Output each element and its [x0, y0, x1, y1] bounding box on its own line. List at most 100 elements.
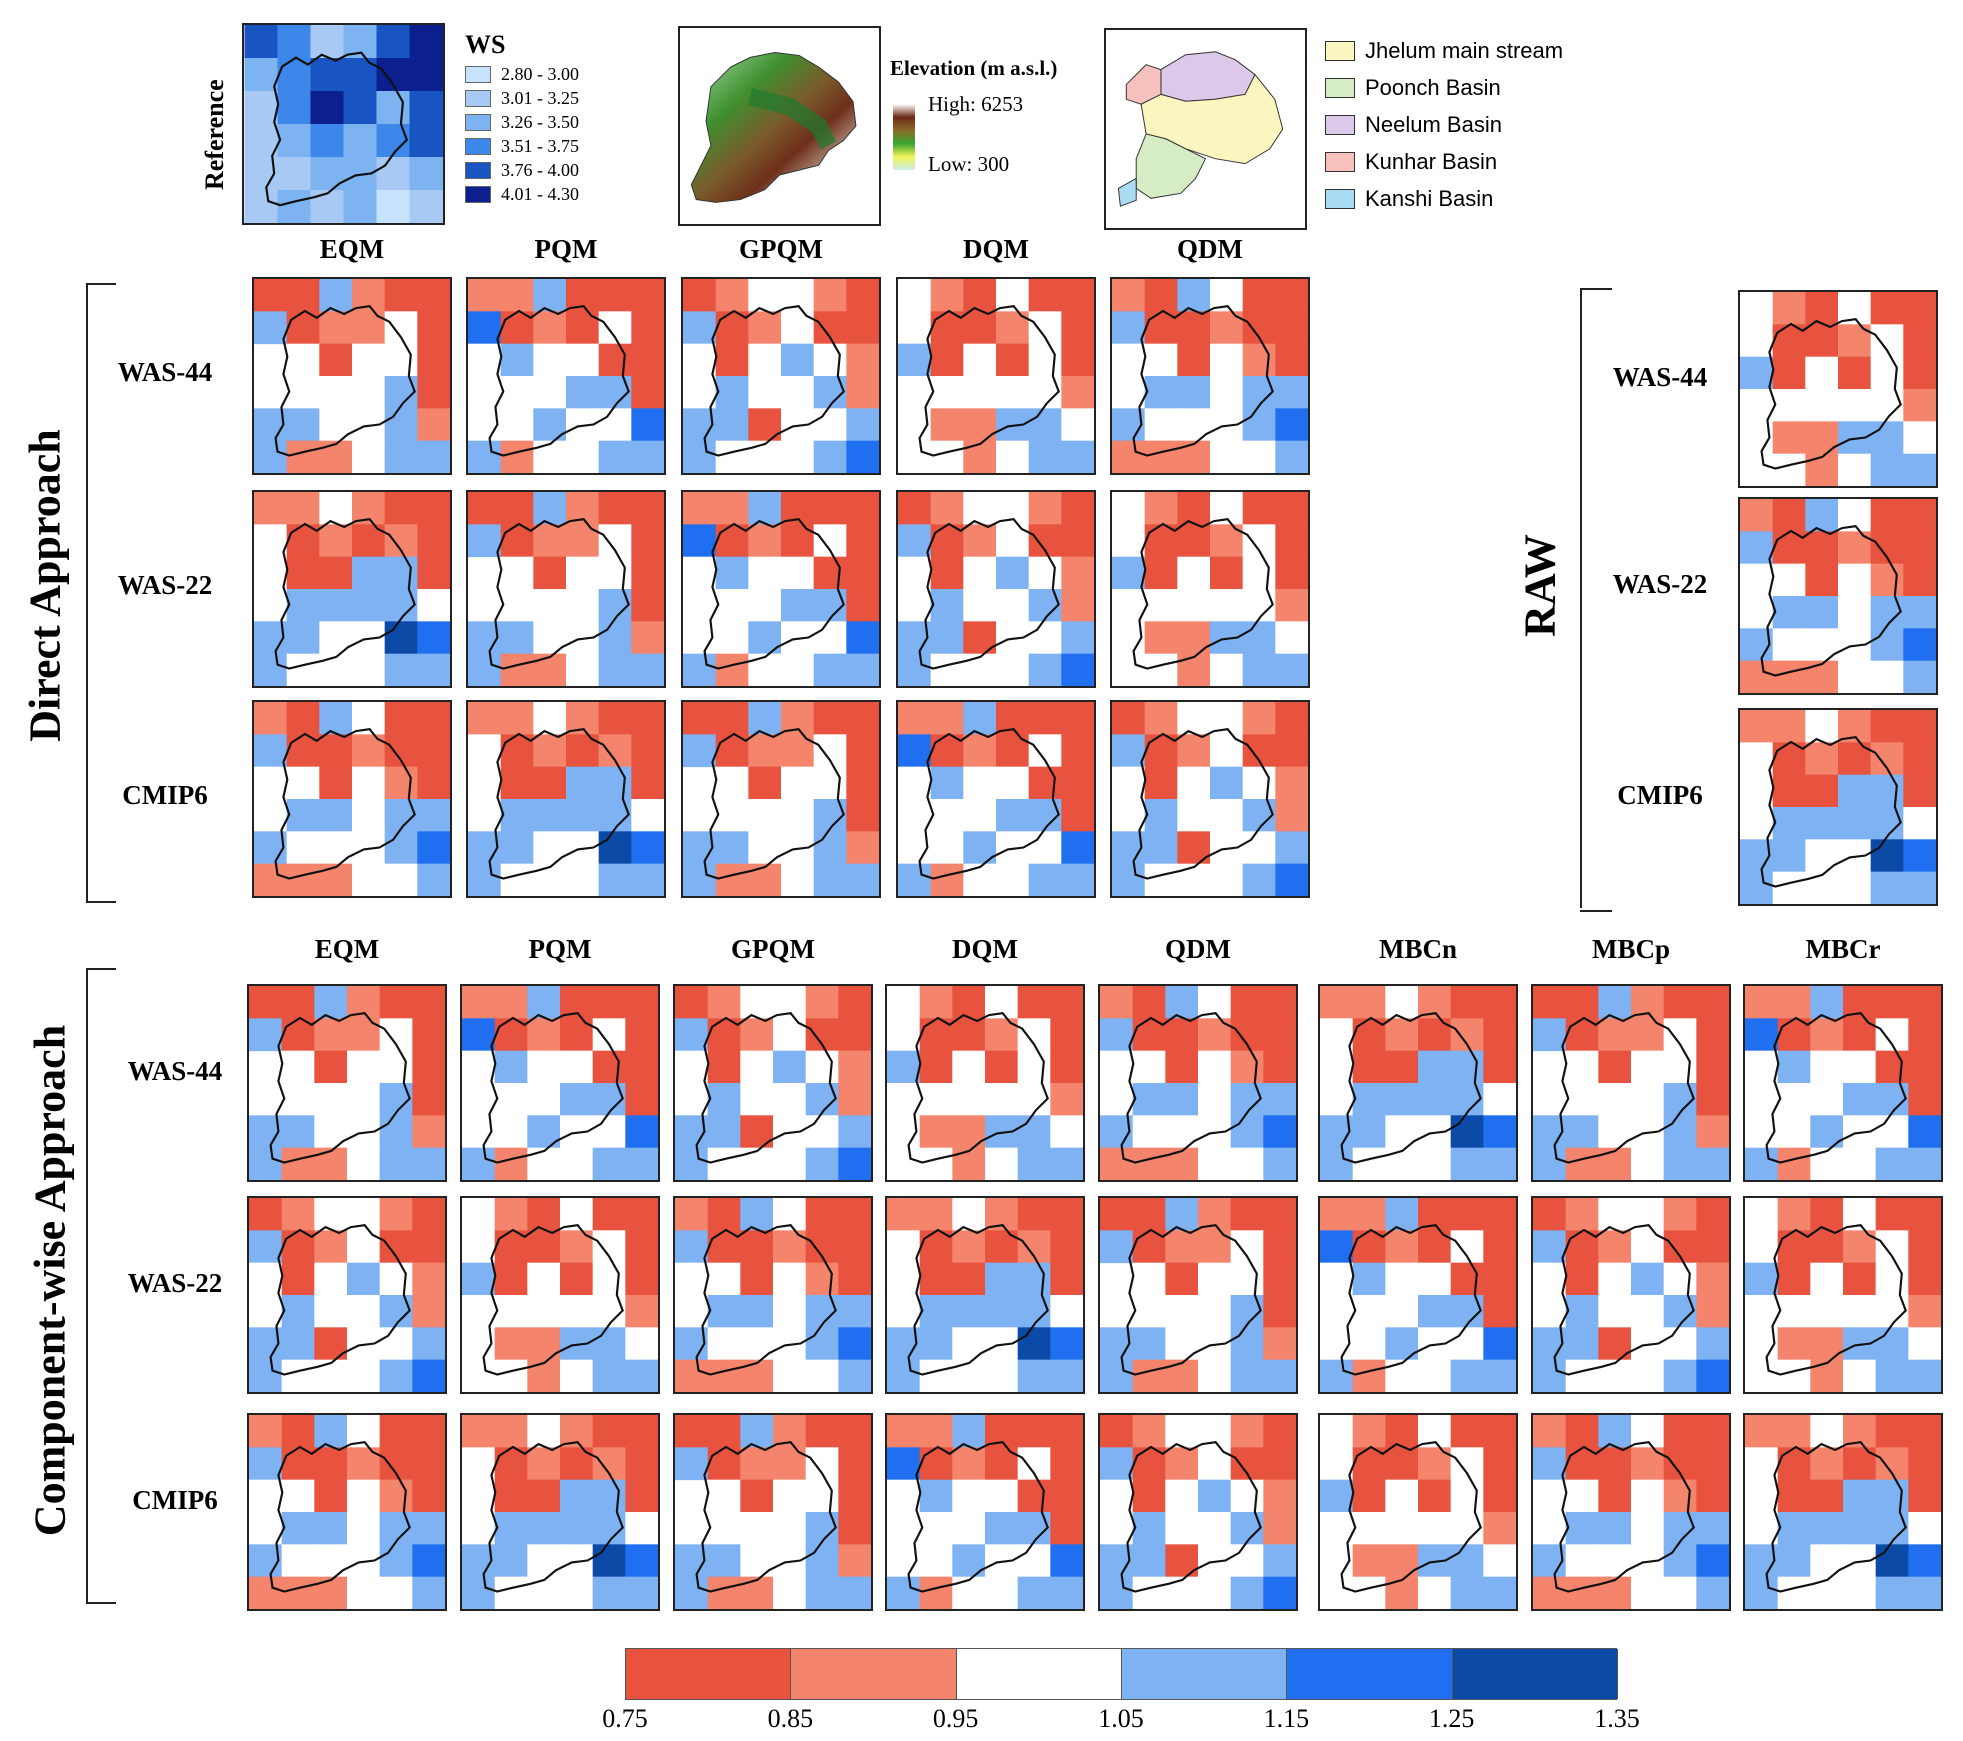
raw-panel-cell [1903, 839, 1936, 873]
component-panel-mbcp-cell [1533, 1359, 1567, 1392]
component-panel-eqm-cell [281, 1576, 315, 1609]
direct-panel-gpqm-cell [748, 556, 782, 590]
component-panel-gpqm-cell [805, 1479, 839, 1513]
direct-panel-eqm-cell [417, 799, 450, 832]
component-panel-dqm-cell [887, 1359, 921, 1392]
component-panel-mbcn-cell [1352, 986, 1386, 1019]
component-panel-qdm-cell [1198, 1262, 1232, 1296]
component-panel-dqm-cell [1050, 986, 1083, 1019]
direct-panel-eqm-cell [417, 831, 450, 865]
component-panel-pqm-cell [462, 1576, 496, 1609]
component-panel-qdm-cell [1198, 1295, 1232, 1328]
direct-panel-dqm-cell [963, 799, 997, 832]
direct-panel-gpqm-cell [748, 408, 782, 442]
basin-outline [274, 305, 416, 457]
direct-panel-qdm-cell [1177, 311, 1211, 345]
component-panel-eqm-cell [379, 1415, 413, 1448]
component-panel-mbcp-cell [1533, 1147, 1567, 1180]
direct-panel-qdm-cell [1112, 702, 1146, 735]
basin-outline [1340, 1441, 1482, 1593]
component-panel-dqm-cell [887, 1295, 921, 1328]
reference-map-cell [244, 91, 278, 125]
component-panel-dqm-cell [985, 1262, 1019, 1296]
raw-panel-cell [1870, 563, 1904, 597]
component-panel-mbcp-cell [1663, 1147, 1697, 1180]
component-row-label: WAS-44 [127, 1056, 223, 1086]
component-panel-dqm-cell [887, 1147, 921, 1180]
direct-panel-pqm-cell [566, 653, 600, 686]
component-panel-mbcp-cell [1696, 1359, 1729, 1392]
colorbar-segment [956, 1649, 1122, 1699]
ws-legend-label: 3.26 - 3.50 [501, 112, 579, 132]
direct-panel-pqm-cell [533, 702, 567, 735]
direct-panel-qdm-cell [1210, 863, 1244, 896]
component-panel-mbcr-cell [1745, 1147, 1779, 1180]
component-panel-mbcn-cell [1450, 1576, 1484, 1609]
direct-panel-gpqm-cell [683, 376, 717, 409]
component-panel-pqm-cell [625, 1295, 658, 1328]
direct-panel-pqm-cell [598, 653, 632, 686]
direct-panel-dqm-cell [930, 376, 964, 409]
direct-panel-pqm-cell [500, 831, 534, 865]
component-panel-mbcr-cell [1810, 1512, 1844, 1545]
component-panel-gpqm-cell [740, 1115, 774, 1149]
direct-panel-pqm-cell [533, 343, 567, 377]
component-panel-mbcn-cell [1483, 1198, 1516, 1231]
component-panel-eqm-cell [249, 1576, 283, 1609]
component-panel-gpqm-cell [838, 986, 871, 1019]
direct-col-title-pqm: PQM [534, 234, 598, 264]
component-panel-eqm-cell [347, 1512, 381, 1545]
raw-panel-cell [1903, 563, 1936, 597]
component-panel-dqm-cell [1017, 1327, 1051, 1361]
component-panel-dqm-cell [1017, 1359, 1051, 1392]
component-panel-qdm-cell [1263, 1198, 1296, 1231]
direct-panel-qdm-cell [1144, 863, 1178, 896]
component-panel-gpqm-cell [773, 1479, 807, 1513]
reference-map-cell [244, 190, 278, 223]
component-panel-dqm-cell [1050, 1083, 1083, 1116]
component-panel-mbcp [1531, 984, 1731, 1182]
component-panel-pqm-cell [462, 1198, 496, 1231]
raw-row-label: WAS-22 [1612, 569, 1708, 599]
ws-legend-swatch [465, 66, 491, 83]
component-panel-gpqm-cell [773, 1083, 807, 1116]
direct-panel-gpqm-cell [846, 589, 879, 622]
direct-panel-gpqm-cell [683, 524, 717, 558]
component-panel-dqm [885, 1196, 1085, 1394]
component-panel-gpqm-cell [838, 1050, 871, 1084]
direct-panel-dqm-cell [996, 766, 1030, 800]
direct-panel-pqm-cell [631, 440, 664, 473]
direct-panel-pqm-cell [566, 556, 600, 590]
direct-panel-pqm-cell [468, 311, 502, 345]
direct-panel-qdm-cell [1275, 621, 1308, 655]
component-panel-eqm-cell [412, 1415, 445, 1448]
basin-outline [274, 728, 416, 880]
direct-panel-qdm-cell [1242, 279, 1276, 312]
direct-panel-pqm-cell [598, 702, 632, 735]
basin-outline [1120, 1224, 1262, 1376]
basin-legend-swatch [1325, 152, 1355, 172]
component-panel-eqm-cell [412, 1359, 445, 1392]
component-panel-dqm-cell [1017, 986, 1051, 1019]
component-panel-dqm-cell [887, 1447, 921, 1481]
direct-panel-dqm-cell [1061, 621, 1094, 655]
component-panel-dqm-cell [952, 1018, 986, 1052]
component-panel-dqm-cell [1050, 1512, 1083, 1545]
component-panel-qdm-cell [1263, 986, 1296, 1019]
ws-legend-item: 3.01 - 3.25 [465, 88, 579, 109]
component-panel-eqm-cell [249, 986, 283, 1019]
component-panel-pqm-cell [494, 1576, 528, 1609]
component-panel-mbcr-cell [1908, 1359, 1941, 1392]
component-panel-dqm-cell [1050, 1327, 1083, 1361]
component-panel-eqm-cell [412, 1327, 445, 1361]
component-panel-mbcn-cell [1418, 1262, 1452, 1296]
component-panel-dqm-cell [887, 1479, 921, 1513]
direct-panel-pqm-cell [533, 799, 567, 832]
component-panel-qdm-cell [1165, 1083, 1199, 1116]
direct-panel-eqm-cell [352, 589, 386, 622]
component-panel-eqm-cell [379, 1147, 413, 1180]
direct-panel-pqm-cell [631, 556, 664, 590]
direct-panel-gpqm-cell [748, 376, 782, 409]
component-panel-mbcn-cell [1320, 1018, 1354, 1052]
component-panel-qdm-cell [1100, 1050, 1134, 1084]
